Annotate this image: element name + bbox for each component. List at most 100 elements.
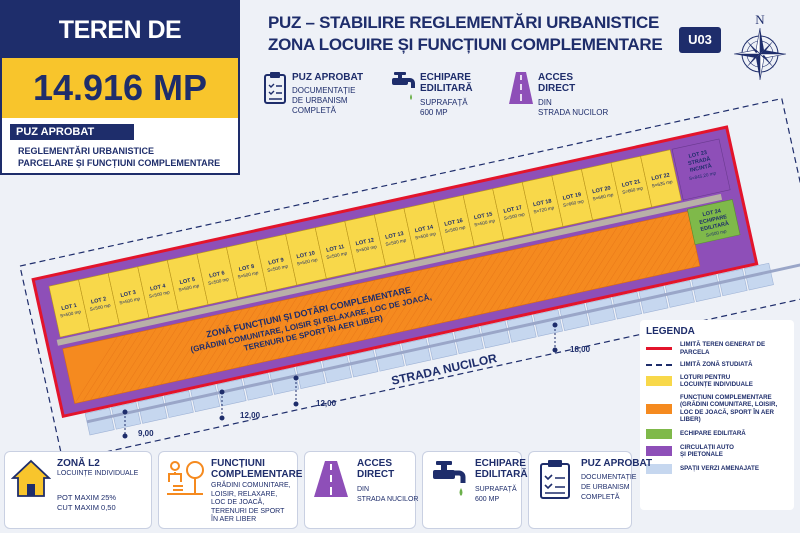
green-space-cell: [585, 297, 616, 326]
lot-24-line2: ECHIPARE: [699, 214, 728, 226]
sale-description: REGLEMENTĂRI URBANISTICE PARCELARE ȘI FU…: [18, 145, 220, 169]
lot-name: LOT 14: [414, 224, 434, 234]
card-puz-d3: COMPLETĂ: [581, 494, 620, 501]
legend-label: ȘI PIETONALE: [680, 451, 723, 458]
legend-label: LIMITĂ ZONĂ STUDIATĂ: [680, 361, 753, 368]
clipboard-checklist-icon: [264, 72, 286, 104]
road-icon: [509, 72, 533, 104]
legend-label: PARCELA: [680, 348, 710, 356]
lot-name: LOT 15: [474, 211, 494, 221]
green-space-cell: [638, 286, 669, 314]
lot-23-line3: INCINTĂ: [689, 162, 712, 174]
lot-23-name: LOT 23: [688, 150, 708, 160]
lot-name: LOT 16: [444, 218, 464, 228]
legend-swatch-red-line: [646, 347, 672, 350]
legend-label: (GRĂDINI COMUNITARE, LOISIR,: [680, 401, 778, 408]
legend-label: LOCUINȚE INDIVIDUALE: [680, 381, 753, 388]
green-space-cell: [322, 355, 352, 384]
lot-area: S=500 mp: [148, 289, 170, 299]
info-puz-approved: PUZ APROBAT DOCUMENTAȚIE DE URBANISM COM…: [262, 70, 372, 126]
lot-area: S=500 mp: [237, 270, 259, 280]
dim-18-label: 18,00: [570, 345, 591, 354]
dim-12a-label: 12,00: [240, 411, 261, 420]
card-compl-d4: TERENURI DE SPORT: [211, 507, 285, 515]
compass-rose-icon: N: [733, 12, 787, 81]
lot-name: LOT 5: [179, 277, 196, 286]
puz-approved-badge: PUZ APROBAT: [10, 124, 134, 140]
lot-name: LOT 18: [533, 198, 553, 208]
legend-item-parcel-limit: LIMITĂ TEREN GENERAT DE PARCELA: [646, 341, 788, 356]
lot-name: LOT 22: [651, 172, 671, 182]
card-zone-pot: POT MAXIM 25%: [57, 493, 117, 502]
info-access-desc2: STRADA NUCILOR: [538, 108, 609, 117]
card-compl-title1: FUNCȚIUNI: [211, 458, 265, 469]
lot-area: S=500 mp: [60, 309, 82, 319]
lot-parcel: LOT 4S=500 mp: [137, 259, 179, 318]
title-line1: PUZ – STABILIRE REGLEMENTĂRI URBANISTICE: [268, 13, 659, 32]
lot-area: S=500 mp: [356, 244, 378, 254]
clipboard-checklist-icon: [540, 460, 570, 499]
info-access-desc1: DIN: [538, 98, 552, 107]
card-zone-cut: CUT MAXIM 0,50: [57, 503, 116, 512]
lot-name: LOT 4: [150, 283, 167, 292]
card-puz: PUZ APROBAT DOCUMENTAȚIE DE URBANISM COM…: [528, 451, 652, 529]
dimension-12-a: 12,00: [219, 389, 261, 421]
legend-label: FUNCȚIUNI COMPLEMENTARE: [680, 393, 772, 401]
green-space-cell: [163, 390, 194, 418]
card-compl-d3: LOC DE JOACĂ,: [211, 499, 265, 506]
info-utilities-title1: ECHIPARE: [420, 72, 471, 83]
card-compl-d5: ÎN AER LIBER: [211, 516, 257, 523]
card-access-d1: DIN: [357, 486, 370, 493]
lot-area: S=500 mp: [296, 257, 318, 267]
lot-area: S=660 mp: [622, 185, 644, 195]
info-utilities-desc1: SUPRAFAȚĂ: [420, 98, 468, 107]
legend-title: LEGENDA: [646, 326, 695, 337]
card-puz-d1: DOCUMENTAȚIE: [581, 474, 637, 481]
lot-area: S=500 mp: [178, 283, 200, 293]
card-access: ACCES DIRECT DIN STRADA NUCILOR: [304, 451, 418, 529]
card-util-d1: SUPRAFAȚĂ: [475, 486, 517, 493]
green-spaces-strip: [84, 262, 774, 436]
info-utilities-desc2: 600 MP: [420, 108, 448, 117]
card-puz-title: PUZ APROBAT: [581, 458, 653, 469]
house-icon: [11, 459, 51, 497]
lot-area: S=500 mp: [208, 276, 230, 286]
legend-label: ECHIPARE EDILITARĂ: [680, 429, 746, 437]
green-space-cell: [717, 268, 748, 297]
green-space-cell: [453, 326, 484, 355]
sale-panel: TEREN DE VÂNZARE 14.916 MP PUZ APROBAT R…: [0, 0, 240, 175]
card-complementary: FUNCȚIUNI COMPLEMENTARE GRĂDINI COMUNITA…: [158, 451, 302, 529]
lot-23-line2: STRADĂ: [687, 155, 711, 167]
lot-name: LOT 6: [209, 270, 226, 279]
card-puz-d2: DE URBANISM: [581, 484, 630, 491]
sale-desc-line1: REGLEMENTĂRI URBANISTICE: [18, 146, 155, 156]
lot-area: S=500 mp: [415, 231, 437, 241]
card-util-title2: EDILITARĂ: [475, 469, 528, 480]
green-space-cell: [84, 407, 115, 436]
lot-area: S=500 mp: [89, 302, 111, 312]
info-access-title1: ACCES: [538, 72, 574, 83]
lot-name: LOT 20: [592, 185, 612, 195]
legend-label: LOC DE JOACĂ, SPORT ÎN AER LIBER): [680, 408, 774, 424]
dimension-12-b: 12,00: [293, 375, 337, 408]
green-space-cell: [348, 349, 379, 378]
road-icon: [314, 461, 348, 497]
legend-item-lots: LOTURI PENTRU LOCUINȚE INDIVIDUALE: [646, 374, 788, 389]
info-access-title2: DIRECT: [538, 83, 576, 94]
dim-9-label: 9,00: [138, 429, 154, 438]
sale-area: 14.916 MP: [2, 58, 238, 118]
lot-name: LOT 8: [238, 264, 255, 273]
lot-area: S=500 mp: [385, 237, 407, 247]
lot-name: LOT 3: [120, 290, 137, 299]
legend-swatch-dashed-line: [646, 363, 672, 366]
legend-panel: LEGENDA LIMITĂ TEREN GENERAT DE PARCELA L…: [640, 320, 794, 510]
green-space-cell: [506, 314, 537, 343]
lot-name: LOT 11: [326, 244, 345, 254]
card-util-title1: ECHIPARE: [475, 458, 526, 469]
lot-name: LOT 17: [503, 205, 523, 215]
lot-name: LOT 10: [296, 250, 316, 260]
lot-name: LOT 9: [268, 257, 285, 266]
lot-parcel: LOT 17S=500 mp: [492, 181, 534, 240]
card-compl-d2: LOISIR, RELAXARE,: [211, 490, 278, 498]
lot-name: LOT 19: [562, 192, 582, 202]
